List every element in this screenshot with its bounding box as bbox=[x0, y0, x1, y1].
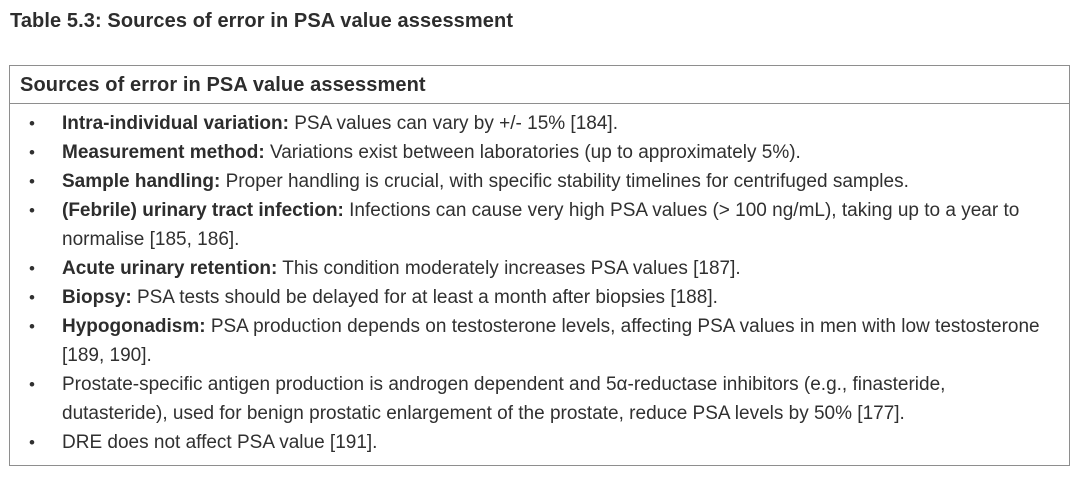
item-body: This condition moderately increases PSA … bbox=[277, 258, 741, 279]
item-term: Biopsy: bbox=[62, 287, 132, 308]
bullet-marker: • bbox=[29, 433, 35, 452]
table-caption: Table 5.3: Sources of error in PSA value… bbox=[10, 10, 514, 32]
item-body: Infections can cause very high PSA value… bbox=[62, 200, 1020, 250]
bullet-marker: • bbox=[29, 375, 35, 394]
item-text: Measurement method: Variations exist bet… bbox=[62, 138, 1069, 167]
item-term: Acute urinary retention: bbox=[62, 258, 278, 279]
list-item: • Acute urinary retention: This conditio… bbox=[10, 254, 1069, 283]
item-text: Hypogonadism: PSA production depends on … bbox=[62, 312, 1069, 370]
item-body: PSA tests should be delayed for at least… bbox=[131, 287, 718, 308]
item-term: Hypogonadism: bbox=[62, 316, 206, 337]
table-header: Sources of error in PSA value assessment bbox=[10, 66, 1069, 104]
list-item: • Prostate-specific antigen production i… bbox=[10, 370, 1069, 428]
bullet-marker: • bbox=[29, 201, 35, 220]
item-body: PSA values can vary by +/- 15% [184]. bbox=[288, 113, 618, 134]
list-item: • (Febrile) urinary tract infection: Inf… bbox=[10, 196, 1069, 254]
bullet-marker: • bbox=[29, 259, 35, 278]
list-item: • Measurement method: Variations exist b… bbox=[10, 138, 1069, 167]
list-item: • Intra-individual variation: PSA values… bbox=[10, 109, 1069, 138]
bullet-marker: • bbox=[29, 288, 35, 307]
item-text: Biopsy: PSA tests should be delayed for … bbox=[62, 283, 1069, 312]
list-item: • Biopsy: PSA tests should be delayed fo… bbox=[10, 283, 1069, 312]
bullet-marker: • bbox=[29, 143, 35, 162]
item-text: DRE does not affect PSA value [191]. bbox=[62, 428, 1069, 457]
item-body: Proper handling is crucial, with specifi… bbox=[220, 171, 909, 192]
list-item: • Sample handling: Proper handling is cr… bbox=[10, 167, 1069, 196]
item-text: Prostate-specific antigen production is … bbox=[62, 370, 1069, 428]
item-term: Intra-individual variation: bbox=[62, 113, 289, 134]
list-item: • DRE does not affect PSA value [191]. bbox=[10, 428, 1069, 457]
bullet-marker: • bbox=[29, 317, 35, 336]
item-body: Prostate-specific antigen production is … bbox=[62, 374, 946, 424]
sources-of-error-table: Sources of error in PSA value assessment… bbox=[9, 65, 1070, 466]
item-text: Intra-individual variation: PSA values c… bbox=[62, 109, 1069, 138]
item-term: Sample handling: bbox=[62, 171, 221, 192]
bullet-marker: • bbox=[29, 114, 35, 133]
item-term: (Febrile) urinary tract infection: bbox=[62, 200, 344, 221]
item-text: Acute urinary retention: This condition … bbox=[62, 254, 1069, 283]
item-text: Sample handling: Proper handling is cruc… bbox=[62, 167, 1069, 196]
item-body: DRE does not affect PSA value [191]. bbox=[62, 432, 378, 453]
item-body: Variations exist between laboratories (u… bbox=[264, 142, 801, 163]
item-text: (Febrile) urinary tract infection: Infec… bbox=[62, 196, 1069, 254]
table-body: • Intra-individual variation: PSA values… bbox=[10, 104, 1069, 465]
bullet-marker: • bbox=[29, 172, 35, 191]
list-item: • Hypogonadism: PSA production depends o… bbox=[10, 312, 1069, 370]
item-body: PSA production depends on testosterone l… bbox=[62, 316, 1040, 366]
item-term: Measurement method: bbox=[62, 142, 265, 163]
